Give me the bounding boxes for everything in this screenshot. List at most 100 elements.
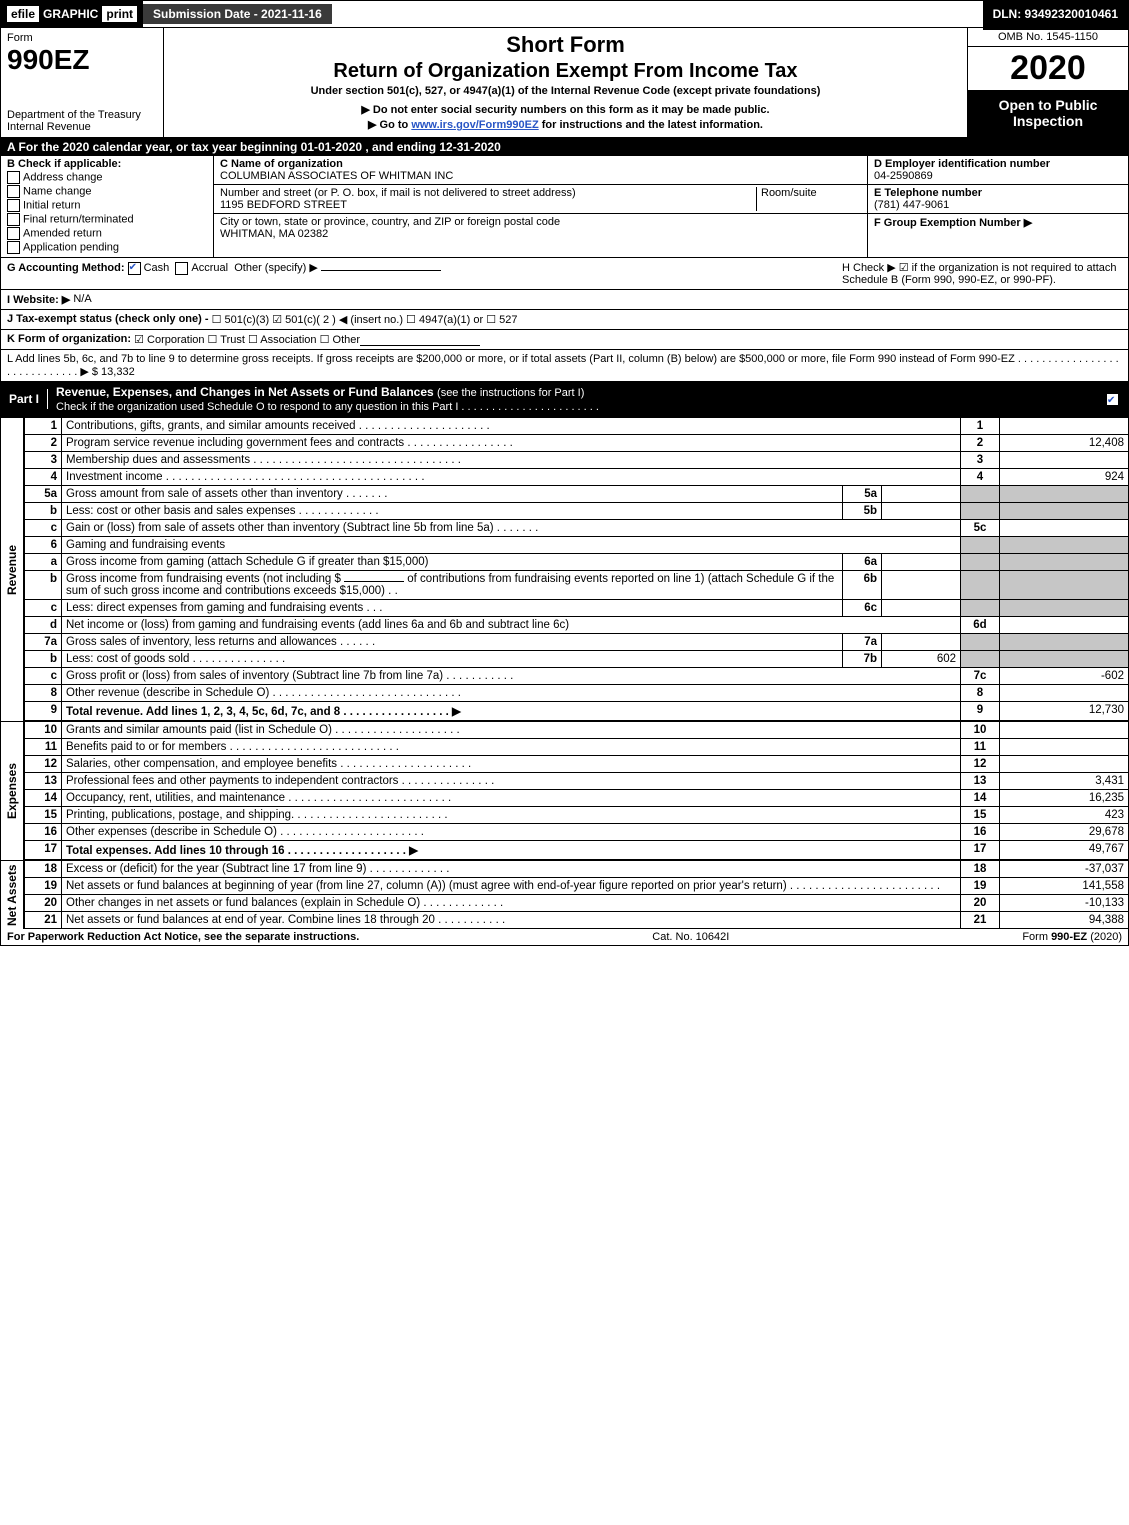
l6b-t1: Gross income from fundraising events (no… — [66, 573, 341, 585]
l7a-vshade — [1000, 634, 1129, 651]
irs-link[interactable]: www.irs.gov/Form990EZ — [411, 119, 538, 131]
part1-checkbox[interactable] — [1106, 392, 1128, 406]
part1-title: Revenue, Expenses, and Changes in Net As… — [56, 385, 434, 399]
chk-final-return-label: Final return/terminated — [23, 213, 134, 225]
line-4: 4Investment income . . . . . . . . . . .… — [25, 469, 1129, 486]
l5b-t: Less: cost or other basis and sales expe… — [62, 503, 843, 520]
line-15: 15Printing, publications, postage, and s… — [25, 807, 1129, 824]
print-label[interactable]: print — [102, 6, 137, 22]
chk-cash[interactable] — [128, 262, 141, 275]
expenses-table: 10Grants and similar amounts paid (list … — [24, 721, 1129, 860]
form-of-org-options: ☑ Corporation ☐ Trust ☐ Association ☐ Ot… — [134, 333, 360, 346]
l7a-n: 7a — [25, 634, 62, 651]
chk-final-return[interactable]: Final return/terminated — [7, 213, 207, 226]
website-value: N/A — [73, 293, 91, 306]
l2-r: 2 — [961, 435, 1000, 452]
l20-r: 20 — [961, 895, 1000, 912]
l6d-t: Net income or (loss) from gaming and fun… — [62, 617, 961, 634]
other-specify-input[interactable] — [321, 270, 441, 271]
l6a-t: Gross income from gaming (attach Schedul… — [62, 554, 843, 571]
line-5a: 5aGross amount from sale of assets other… — [25, 486, 1129, 503]
subtitle: Under section 501(c), 527, or 4947(a)(1)… — [170, 85, 961, 97]
dept-line1: Department of the Treasury — [7, 109, 141, 121]
phone-label: E Telephone number — [874, 187, 982, 199]
chk-application-pending[interactable]: Application pending — [7, 241, 207, 254]
phone-block: E Telephone number (781) 447-9061 — [868, 185, 1128, 214]
l16-v: 29,678 — [1000, 824, 1129, 841]
chk-address-change[interactable]: Address change — [7, 171, 207, 184]
line-6c: cLess: direct expenses from gaming and f… — [25, 600, 1129, 617]
l20-t: Other changes in net assets or fund bala… — [62, 895, 961, 912]
l10-t: Grants and similar amounts paid (list in… — [62, 722, 961, 739]
org-address: 1195 BEDFORD STREET — [220, 199, 347, 211]
l15-r: 15 — [961, 807, 1000, 824]
line-21: 21Net assets or fund balances at end of … — [25, 912, 1129, 929]
goto-pre: Go to — [380, 119, 412, 131]
l6-t: Gaming and fundraising events — [62, 537, 961, 554]
l6c-s: 6c — [843, 600, 882, 617]
l7b-t: Less: cost of goods sold . . . . . . . .… — [62, 651, 843, 668]
chk-amended-return[interactable]: Amended return — [7, 227, 207, 240]
line-7b: bLess: cost of goods sold . . . . . . . … — [25, 651, 1129, 668]
l13-n: 13 — [25, 773, 62, 790]
line-16: 16Other expenses (describe in Schedule O… — [25, 824, 1129, 841]
line-8: 8Other revenue (describe in Schedule O) … — [25, 685, 1129, 702]
efile-graphic-print: efile GRAPHIC print — [1, 1, 143, 27]
form-of-org-other-input[interactable] — [360, 333, 480, 346]
l14-n: 14 — [25, 790, 62, 807]
l6b-dollar-input[interactable] — [344, 581, 404, 582]
l18-v: -37,037 — [1000, 861, 1129, 878]
tax-exempt-label: J Tax-exempt status (check only one) - — [7, 313, 209, 326]
col-c: C Name of organization COLUMBIAN ASSOCIA… — [214, 156, 867, 257]
top-bar: efile GRAPHIC print Submission Date - 20… — [0, 0, 1129, 28]
footer-right-bold: 990-EZ — [1051, 931, 1087, 943]
chk-initial-return[interactable]: Initial return — [7, 199, 207, 212]
part1-note: (see the instructions for Part I) — [437, 387, 584, 399]
dln: DLN: 93492320010461 — [983, 0, 1128, 30]
line-5b: bLess: cost or other basis and sales exp… — [25, 503, 1129, 520]
l11-n: 11 — [25, 739, 62, 756]
l17-v: 49,767 — [1000, 841, 1129, 860]
l7a-s: 7a — [843, 634, 882, 651]
l12-r: 12 — [961, 756, 1000, 773]
phone-value: (781) 447-9061 — [874, 199, 949, 211]
l12-t: Salaries, other compensation, and employ… — [62, 756, 961, 773]
org-name-label: C Name of organization — [220, 158, 343, 170]
l1-t: Contributions, gifts, grants, and simila… — [62, 418, 961, 435]
l7b-rshade — [961, 651, 1000, 668]
l13-t: Professional fees and other payments to … — [62, 773, 961, 790]
tax-exempt-options: ☐ 501(c)(3) ☑ 501(c)( 2 ) ◀ (insert no.)… — [212, 313, 518, 326]
l1-r: 1 — [961, 418, 1000, 435]
l6-n: 6 — [25, 537, 62, 554]
row-k: K Form of organization: ☑ Corporation ☐ … — [0, 330, 1129, 350]
chk-accrual[interactable] — [175, 262, 188, 275]
line-6b: bGross income from fundraising events (n… — [25, 571, 1129, 600]
l5b-s: 5b — [843, 503, 882, 520]
l10-v — [1000, 722, 1129, 739]
l7c-n: c — [25, 668, 62, 685]
l6a-vshade — [1000, 554, 1129, 571]
l5c-r: 5c — [961, 520, 1000, 537]
l7b-s: 7b — [843, 651, 882, 668]
l18-r: 18 — [961, 861, 1000, 878]
l15-t: Printing, publications, postage, and shi… — [62, 807, 961, 824]
l5a-n: 5a — [25, 486, 62, 503]
l6c-n: c — [25, 600, 62, 617]
line-19: 19Net assets or fund balances at beginni… — [25, 878, 1129, 895]
row-h: H Check ▶ ☑ if the organization is not r… — [842, 261, 1122, 286]
other-specify-label: Other (specify) ▶ — [234, 262, 318, 274]
section-bcdef: B Check if applicable: Address change Na… — [0, 156, 1129, 258]
line-6a: aGross income from gaming (attach Schedu… — [25, 554, 1129, 571]
col-def: D Employer identification number 04-2590… — [867, 156, 1128, 257]
dept-line2: Internal Revenue — [7, 121, 91, 133]
footer-right-post: (2020) — [1087, 931, 1122, 943]
chk-name-change[interactable]: Name change — [7, 185, 207, 198]
l19-r: 19 — [961, 878, 1000, 895]
omb-number: OMB No. 1545-1150 — [968, 28, 1128, 47]
room-suite-label: Room/suite — [761, 187, 817, 199]
row-j: J Tax-exempt status (check only one) - ☐… — [0, 310, 1129, 330]
l18-n: 18 — [25, 861, 62, 878]
line-7a: 7aGross sales of inventory, less returns… — [25, 634, 1129, 651]
part1-tag: Part I — [1, 389, 48, 409]
revenue-side-label: Revenue — [0, 417, 24, 721]
